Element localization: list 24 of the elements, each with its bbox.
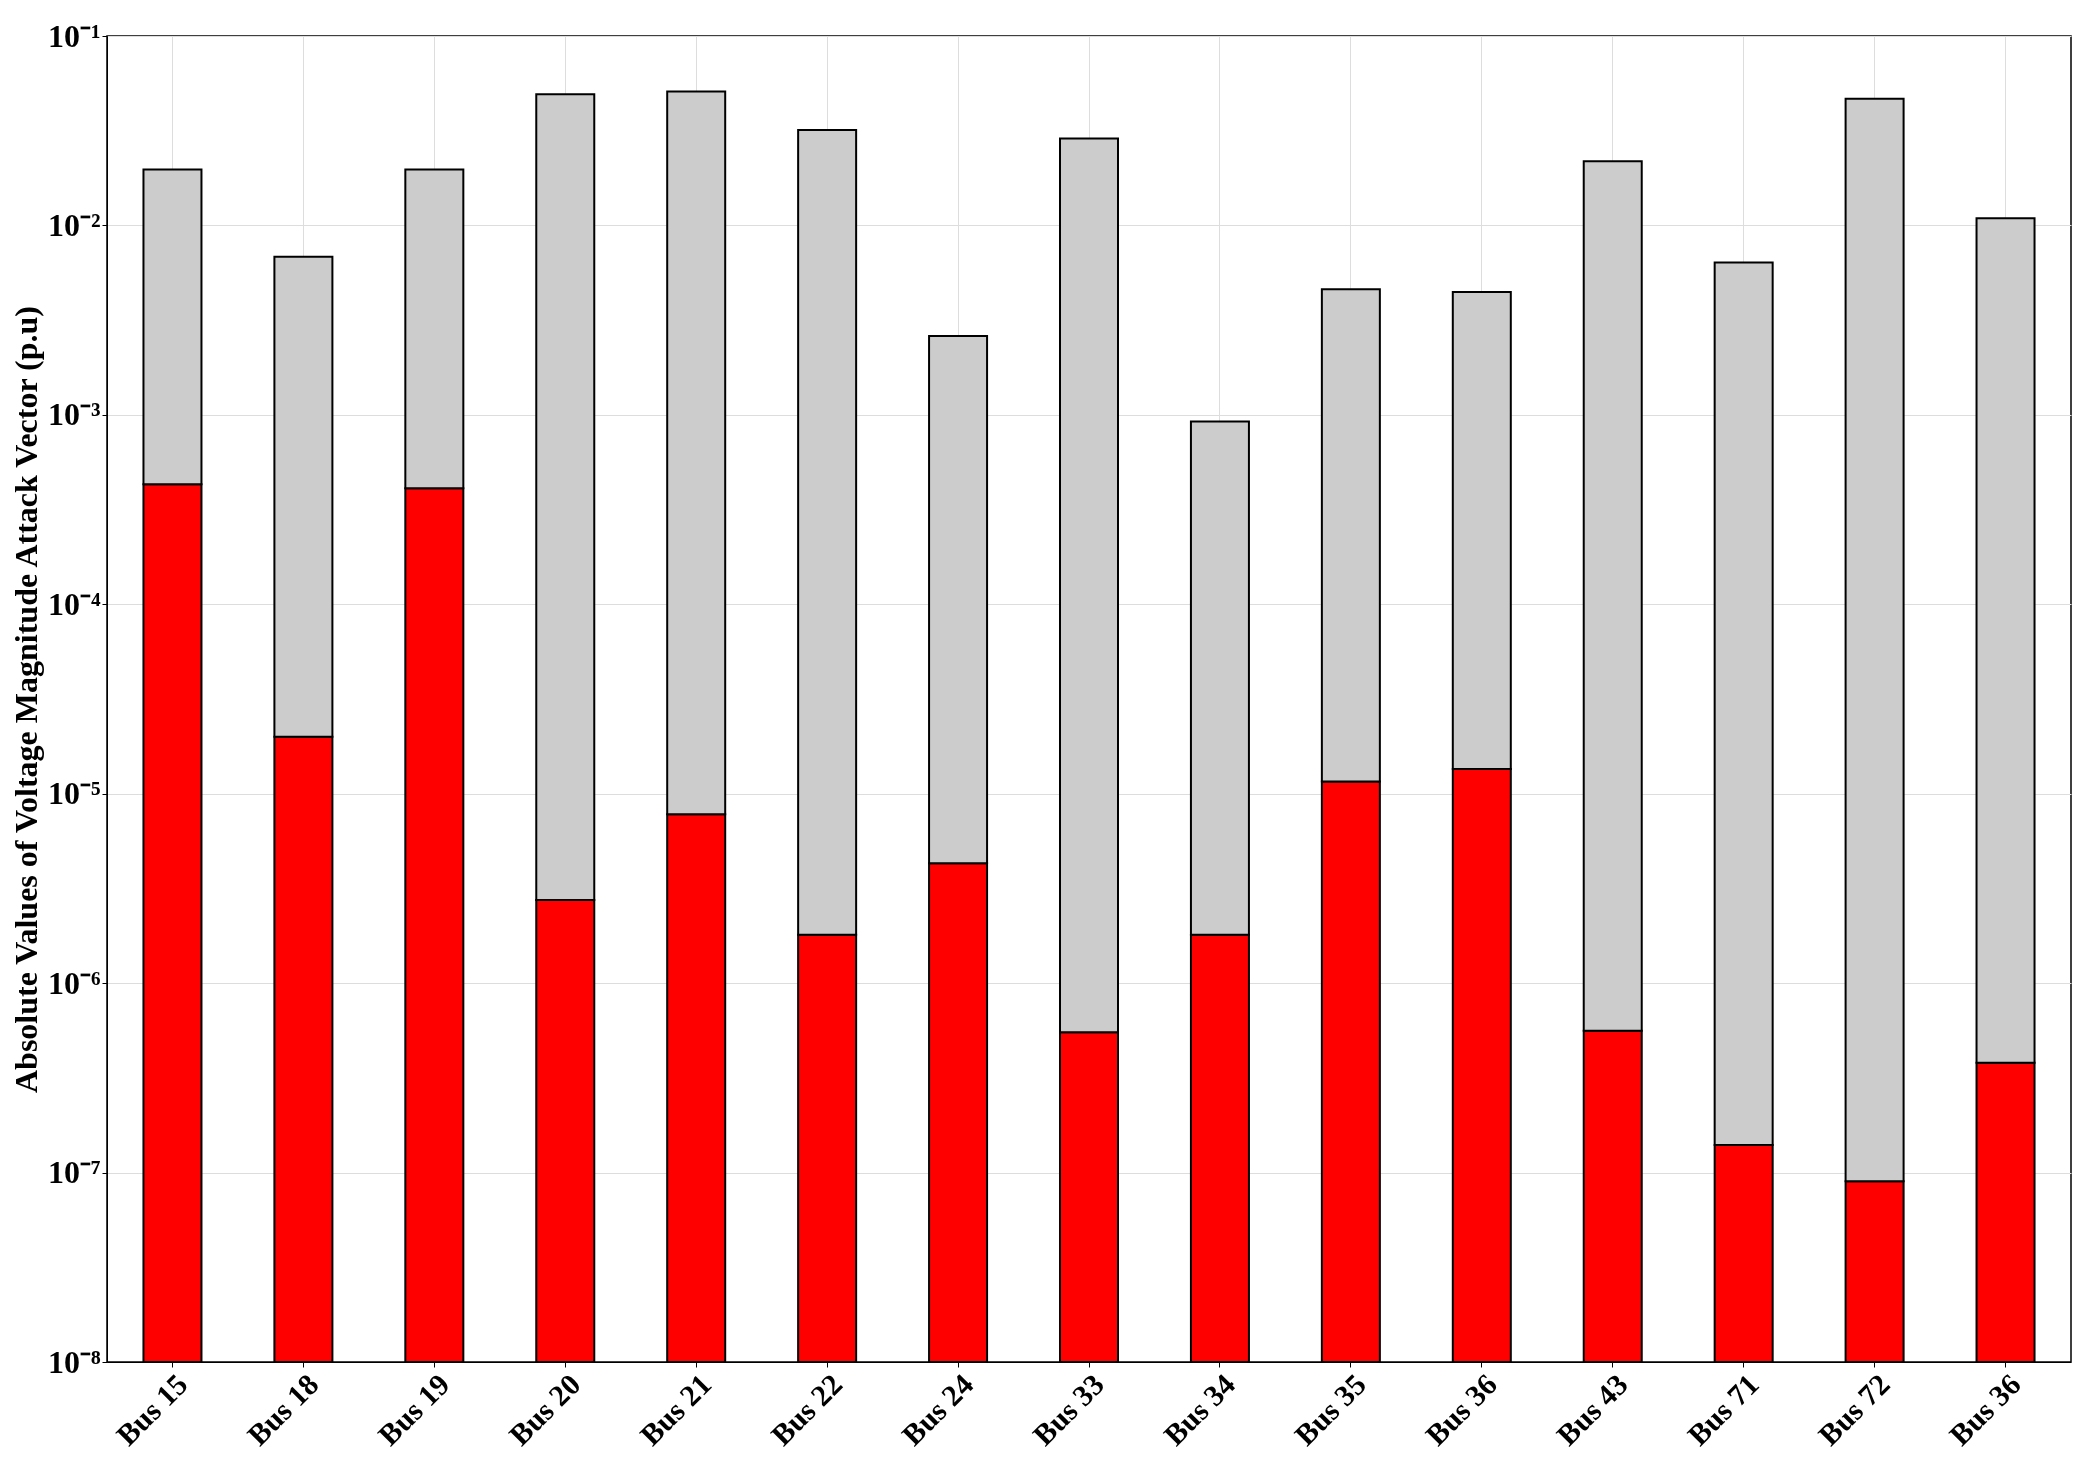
- x-tick-label: Bus 19: [371, 1367, 456, 1452]
- y-tick-label: 10⁻¹: [47, 17, 101, 54]
- x-tick-label: Bus 33: [1026, 1367, 1111, 1452]
- y-tick-label: 10⁻⁴: [47, 585, 101, 622]
- y-tick-label: 10⁻³: [47, 396, 101, 433]
- x-tick-label: Bus 22: [764, 1367, 849, 1452]
- x-tick-label: Bus 20: [502, 1367, 587, 1452]
- x-tick-label: Bus 24: [895, 1367, 980, 1452]
- x-tick-label: Bus 21: [633, 1367, 718, 1452]
- y-tick-label: 10⁻²: [47, 206, 101, 243]
- x-tick-label: Bus 34: [1157, 1367, 1242, 1452]
- y-tick-label: 10⁻⁸: [47, 1343, 101, 1380]
- y-tick-label: 10⁻⁷: [47, 1154, 101, 1191]
- x-tick-label: Bus 36: [1418, 1367, 1504, 1452]
- x-tick-label: Bus 71: [1680, 1367, 1765, 1452]
- x-tick-label: Bus 35: [1288, 1367, 1373, 1452]
- x-tick-label: Bus 72: [1811, 1367, 1896, 1452]
- y-tick-label: 10⁻⁶: [47, 964, 101, 1001]
- x-tick-label: Bus 43: [1549, 1367, 1634, 1452]
- x-tick-label: Bus 36: [1942, 1367, 2027, 1452]
- x-tick-label: Bus 15: [109, 1367, 194, 1452]
- x-tick-label: Bus 18: [240, 1367, 325, 1452]
- y-axis-title: Absolute Values of Voltage Magnitude Attack Vector (p.u): [7, 305, 44, 1094]
- y-tick-label: 10⁻⁵: [47, 775, 101, 812]
